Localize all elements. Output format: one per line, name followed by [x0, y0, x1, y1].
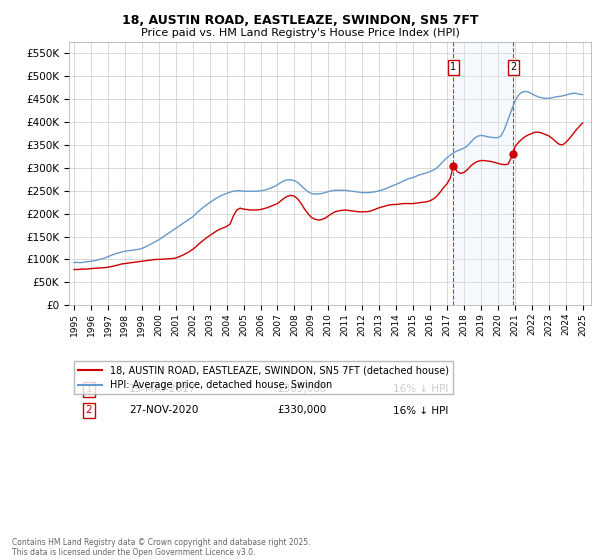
- Text: 27-NOV-2020: 27-NOV-2020: [129, 405, 199, 416]
- Text: Contains HM Land Registry data © Crown copyright and database right 2025.
This d: Contains HM Land Registry data © Crown c…: [12, 538, 311, 557]
- Text: 1: 1: [86, 384, 92, 394]
- Text: £330,000: £330,000: [278, 405, 327, 416]
- Text: 16% ↓ HPI: 16% ↓ HPI: [392, 384, 448, 394]
- Text: 19-MAY-2017: 19-MAY-2017: [129, 384, 196, 394]
- Legend: 18, AUSTIN ROAD, EASTLEAZE, SWINDON, SN5 7FT (detached house), HPI: Average pric: 18, AUSTIN ROAD, EASTLEAZE, SWINDON, SN5…: [74, 361, 453, 394]
- Text: 18, AUSTIN ROAD, EASTLEAZE, SWINDON, SN5 7FT: 18, AUSTIN ROAD, EASTLEAZE, SWINDON, SN5…: [122, 14, 478, 27]
- Text: 16% ↓ HPI: 16% ↓ HPI: [392, 405, 448, 416]
- Text: Price paid vs. HM Land Registry's House Price Index (HPI): Price paid vs. HM Land Registry's House …: [140, 28, 460, 38]
- Bar: [454, 42, 513, 305]
- Text: £305,000: £305,000: [278, 384, 327, 394]
- Text: 2: 2: [86, 405, 92, 416]
- Text: 1: 1: [451, 62, 457, 72]
- Text: 2: 2: [510, 62, 517, 72]
